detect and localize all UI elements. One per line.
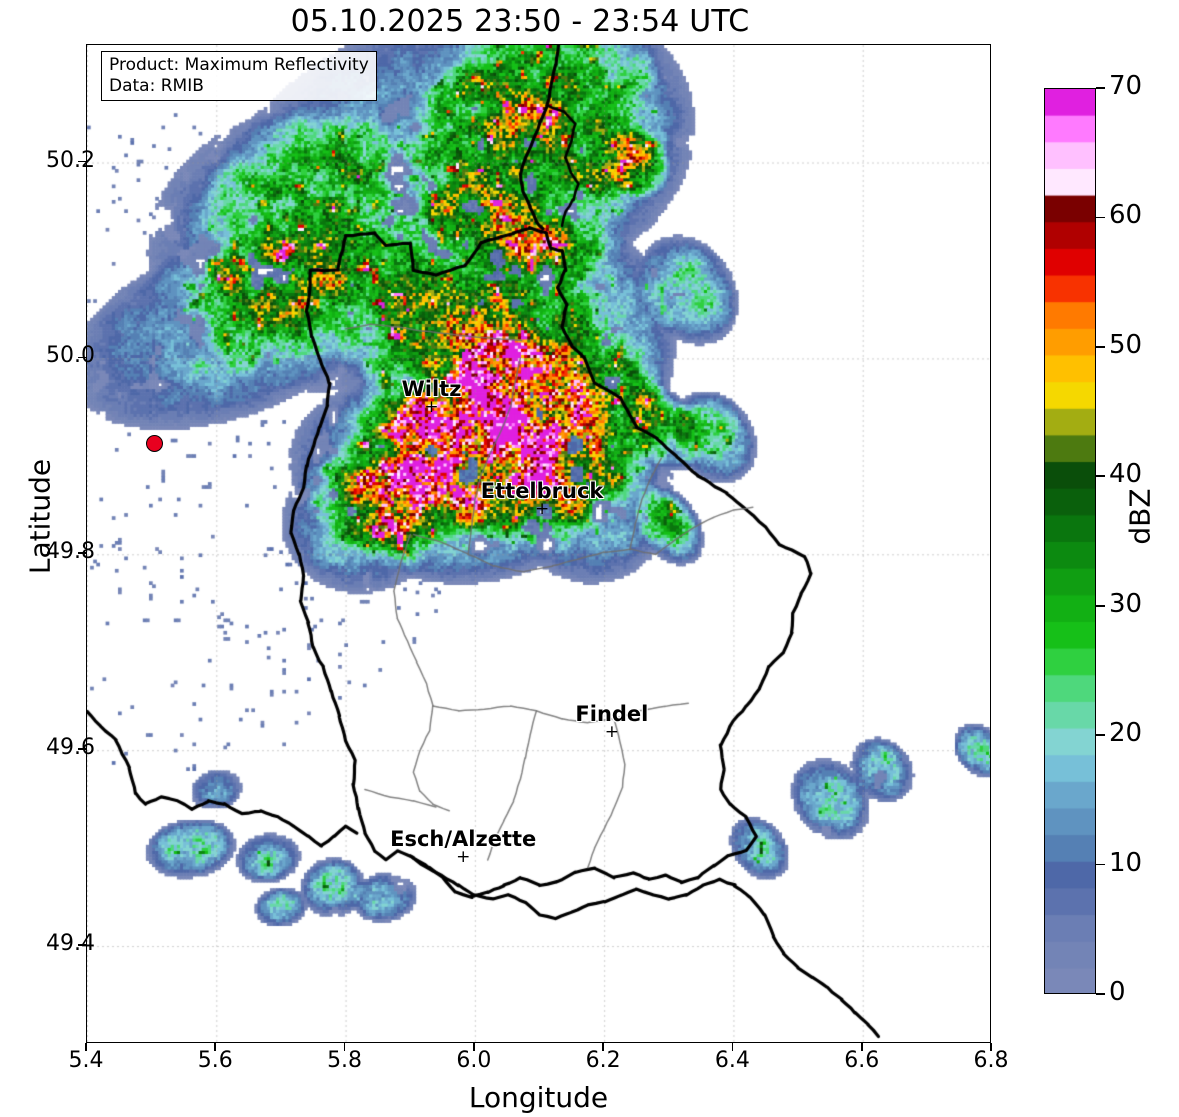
y-axis-tick-label: 49.6 <box>46 735 95 761</box>
colorbar-tick-label: 60 <box>1109 200 1143 231</box>
x-axis-tick-mark <box>473 1043 475 1051</box>
x-axis-tick-label: 5.4 <box>68 1048 104 1073</box>
x-axis-tick-label: 6.0 <box>456 1048 492 1073</box>
x-axis-tick-mark <box>214 1043 217 1051</box>
y-axis-tick-label: 50.0 <box>46 343 95 369</box>
info-data-line: Data: RMIB <box>109 75 204 96</box>
x-axis-tick-label: 6.4 <box>714 1048 750 1073</box>
y-axis-tick-label: 49.4 <box>46 931 95 957</box>
colorbar-label: dBZ <box>1123 488 1157 545</box>
y-axis-tick-mark <box>78 160 86 163</box>
x-axis-tick-mark <box>860 1043 863 1051</box>
colorbar-tick-label: 50 <box>1109 329 1143 360</box>
colorbar-tick-mark <box>1096 87 1105 89</box>
colorbar[interactable] <box>1044 88 1096 994</box>
colorbar-gradient <box>1044 88 1096 994</box>
colorbar-tick-mark <box>1096 734 1105 736</box>
colorbar-tick-label: 40 <box>1109 459 1143 490</box>
x-axis-tick-mark <box>990 1043 992 1051</box>
x-axis-tick-label: 6.6 <box>844 1048 880 1073</box>
x-axis-label: Longitude <box>468 1081 609 1114</box>
y-axis-tick-mark <box>78 552 86 555</box>
colorbar-tick-label: 30 <box>1109 588 1143 619</box>
colorbar-tick-label: 20 <box>1109 718 1143 749</box>
x-axis-tick-label: 6.2 <box>585 1048 621 1073</box>
x-axis-tick-label: 5.6 <box>197 1048 233 1073</box>
x-axis-tick-label: 5.8 <box>327 1048 363 1073</box>
x-axis-tick-mark <box>731 1043 734 1051</box>
colorbar-tick-mark <box>1096 993 1105 995</box>
map-plot-area[interactable]: Wiltz + Ettelbruck + Findel + Esch/Alzette + <box>86 44 991 1043</box>
y-axis-tick-mark <box>78 748 86 750</box>
colorbar-tick-mark <box>1096 604 1105 607</box>
colorbar-tick-mark <box>1096 475 1105 478</box>
y-axis-tick-mark <box>78 944 86 946</box>
colorbar-tick-label: 0 <box>1109 977 1126 1007</box>
colorbar-tick-mark <box>1096 863 1105 866</box>
radar-site-marker[interactable] <box>146 435 164 453</box>
colorbar-tick-label: 10 <box>1109 847 1143 878</box>
radar-reflectivity-canvas <box>87 45 990 1042</box>
x-axis-tick-mark <box>602 1043 604 1051</box>
info-product-line: Product: Maximum Reflectivity <box>109 55 369 75</box>
x-axis-tick-mark <box>343 1043 346 1051</box>
info-box: Product: Maximum Reflectivity Data: RMIB <box>101 51 377 102</box>
page-title: 05.10.2025 23:50 - 23:54 UTC <box>290 4 750 39</box>
x-axis-tick-mark <box>85 1043 87 1051</box>
colorbar-tick-mark <box>1096 216 1105 219</box>
x-axis-tick-label: 6.8 <box>973 1048 1009 1073</box>
colorbar-tick-label: 70 <box>1109 71 1143 101</box>
colorbar-tick-mark <box>1096 346 1105 348</box>
y-axis-tick-mark <box>78 356 86 359</box>
y-axis-label: Latitude <box>23 458 57 575</box>
y-axis-tick-label: 50.2 <box>46 147 95 173</box>
y-axis-tick-label: 49.8 <box>46 539 95 565</box>
